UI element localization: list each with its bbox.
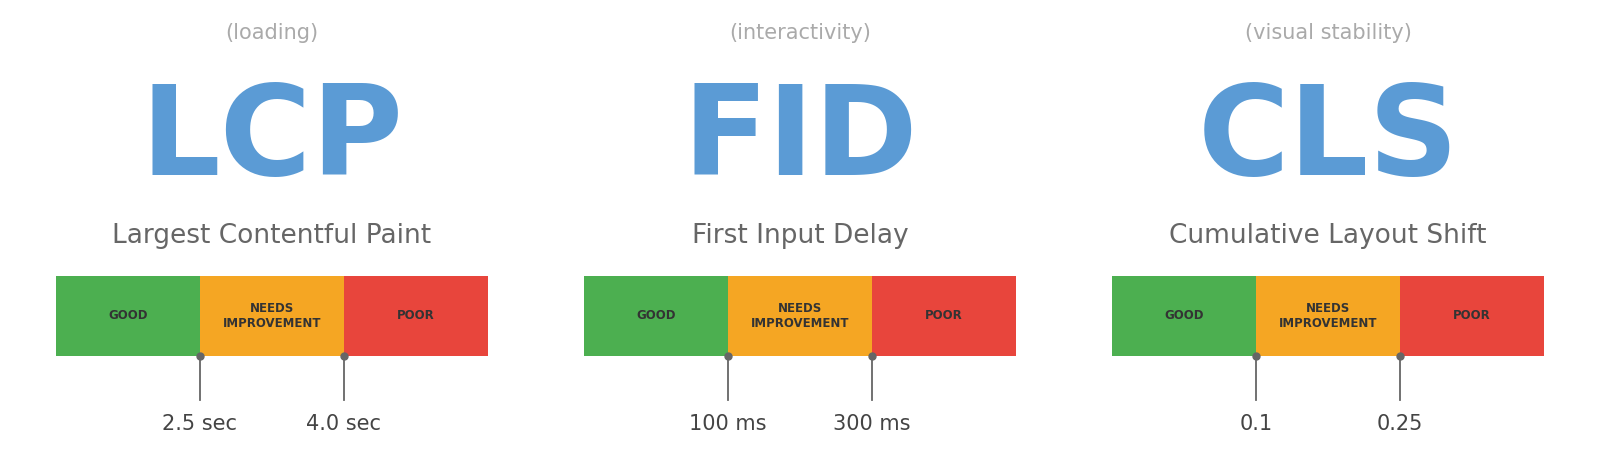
- Text: 0.1: 0.1: [1240, 414, 1272, 434]
- Text: (visual stability): (visual stability): [1245, 23, 1411, 43]
- Text: 0.25: 0.25: [1376, 414, 1422, 434]
- Text: (interactivity): (interactivity): [730, 23, 870, 43]
- Text: POOR: POOR: [925, 309, 963, 322]
- Text: 2.5 sec: 2.5 sec: [162, 414, 237, 434]
- Bar: [344, 276, 488, 356]
- Text: NEEDS
IMPROVEMENT: NEEDS IMPROVEMENT: [1278, 302, 1378, 330]
- Bar: [200, 276, 344, 356]
- Text: POOR: POOR: [397, 309, 435, 322]
- Bar: [872, 276, 1016, 356]
- Text: NEEDS
IMPROVEMENT: NEEDS IMPROVEMENT: [222, 302, 322, 330]
- Text: 300 ms: 300 ms: [834, 414, 910, 434]
- Text: CLS: CLS: [1197, 81, 1459, 201]
- Bar: [1400, 276, 1544, 356]
- Bar: [1256, 276, 1400, 356]
- Text: GOOD: GOOD: [109, 309, 147, 322]
- Text: First Input Delay: First Input Delay: [691, 223, 909, 249]
- Text: LCP: LCP: [141, 81, 403, 201]
- Text: FID: FID: [682, 81, 918, 201]
- Bar: [56, 276, 200, 356]
- Text: 4.0 sec: 4.0 sec: [306, 414, 381, 434]
- Text: GOOD: GOOD: [637, 309, 675, 322]
- Bar: [584, 276, 728, 356]
- Text: 100 ms: 100 ms: [690, 414, 766, 434]
- Text: NEEDS
IMPROVEMENT: NEEDS IMPROVEMENT: [750, 302, 850, 330]
- Bar: [1112, 276, 1256, 356]
- Text: POOR: POOR: [1453, 309, 1491, 322]
- Text: Cumulative Layout Shift: Cumulative Layout Shift: [1170, 223, 1486, 249]
- Text: GOOD: GOOD: [1165, 309, 1203, 322]
- Text: Largest Contentful Paint: Largest Contentful Paint: [112, 223, 432, 249]
- Text: (loading): (loading): [226, 23, 318, 43]
- Bar: [728, 276, 872, 356]
